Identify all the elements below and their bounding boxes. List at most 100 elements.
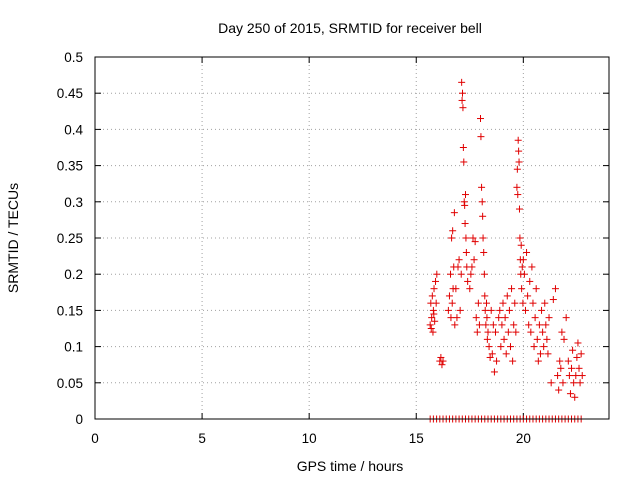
data-point: [470, 256, 478, 264]
data-point: [480, 248, 488, 256]
data-point: [472, 314, 480, 322]
data-point: [474, 299, 482, 307]
data-point: [543, 335, 551, 343]
data-point: [511, 299, 519, 307]
data-points: [426, 78, 586, 423]
data-point: [525, 321, 533, 329]
data-point: [503, 292, 511, 300]
data-point: [509, 357, 517, 365]
data-point: [450, 209, 458, 217]
data-point: [512, 328, 520, 336]
data-point: [444, 306, 452, 314]
y-tick-label: 0.05: [57, 376, 83, 391]
y-tick-label: 0.1: [64, 340, 83, 355]
data-point: [461, 220, 469, 228]
data-point: [462, 234, 470, 242]
data-point: [452, 285, 460, 293]
data-point: [505, 306, 513, 314]
data-point: [445, 292, 453, 300]
y-tick-label: 0.4: [64, 122, 83, 137]
data-point: [562, 314, 570, 322]
x-tick-label: 10: [302, 431, 317, 446]
data-point: [490, 368, 498, 376]
y-tick-label: 0: [75, 412, 83, 427]
data-point: [481, 306, 489, 314]
data-point: [541, 299, 549, 307]
data-point: [508, 285, 516, 293]
data-point: [480, 270, 488, 278]
y-tick-label: 0.25: [57, 231, 83, 246]
data-point: [558, 328, 566, 336]
data-point: [430, 285, 438, 293]
data-point: [500, 335, 508, 343]
data-point: [523, 248, 531, 256]
data-point: [468, 263, 476, 271]
data-point: [464, 277, 472, 285]
data-point: [458, 96, 466, 104]
data-point: [451, 321, 459, 329]
data-point: [471, 238, 479, 246]
data-point: [514, 191, 522, 199]
data-point: [478, 198, 486, 206]
y-tick-label: 0.45: [57, 86, 83, 101]
y-tick-label: 0.2: [64, 267, 83, 282]
data-point: [487, 306, 495, 314]
data-point: [477, 133, 485, 141]
data-point: [551, 285, 559, 293]
data-point: [479, 212, 487, 220]
plot-frame: [94, 56, 610, 420]
data-point: [493, 357, 501, 365]
data-point: [565, 372, 573, 380]
data-point: [473, 328, 481, 336]
data-point: [479, 234, 487, 242]
data-point: [489, 321, 497, 329]
y-tick-label: 0.35: [57, 159, 83, 174]
data-point: [520, 270, 528, 278]
data-point: [535, 321, 543, 329]
data-point: [431, 317, 439, 325]
data-point: [437, 353, 445, 361]
data-point: [518, 285, 526, 293]
data-point: [455, 256, 463, 264]
data-point: [484, 328, 492, 336]
data-point: [571, 393, 579, 401]
data-point: [575, 364, 583, 372]
data-point: [554, 372, 562, 380]
data-point: [499, 299, 507, 307]
data-point: [504, 328, 512, 336]
data-point: [428, 314, 436, 322]
data-point: [539, 328, 547, 336]
data-point: [496, 306, 504, 314]
data-point: [572, 372, 580, 380]
data-point: [448, 299, 456, 307]
data-point: [531, 314, 539, 322]
data-point: [521, 306, 529, 314]
data-point: [526, 277, 534, 285]
data-point: [482, 321, 490, 329]
data-point: [432, 277, 440, 285]
data-point: [462, 248, 470, 256]
data-point: [429, 328, 437, 336]
data-point: [547, 379, 555, 387]
grid-lines: [95, 57, 609, 419]
data-point: [527, 328, 535, 336]
data-point: [459, 104, 467, 112]
data-point: [568, 364, 576, 372]
data-point: [573, 353, 581, 361]
data-point: [488, 350, 496, 358]
data-point: [559, 379, 567, 387]
x-tick-label: 20: [516, 431, 531, 446]
data-point: [556, 357, 564, 365]
data-point: [458, 78, 466, 86]
data-point: [459, 89, 467, 97]
data-point: [467, 270, 475, 278]
data-point: [536, 350, 544, 358]
data-point: [515, 205, 523, 213]
data-point: [454, 263, 462, 271]
data-point: [491, 328, 499, 336]
data-point: [433, 270, 441, 278]
data-point: [447, 270, 455, 278]
data-point: [506, 343, 514, 351]
data-point: [460, 158, 468, 166]
